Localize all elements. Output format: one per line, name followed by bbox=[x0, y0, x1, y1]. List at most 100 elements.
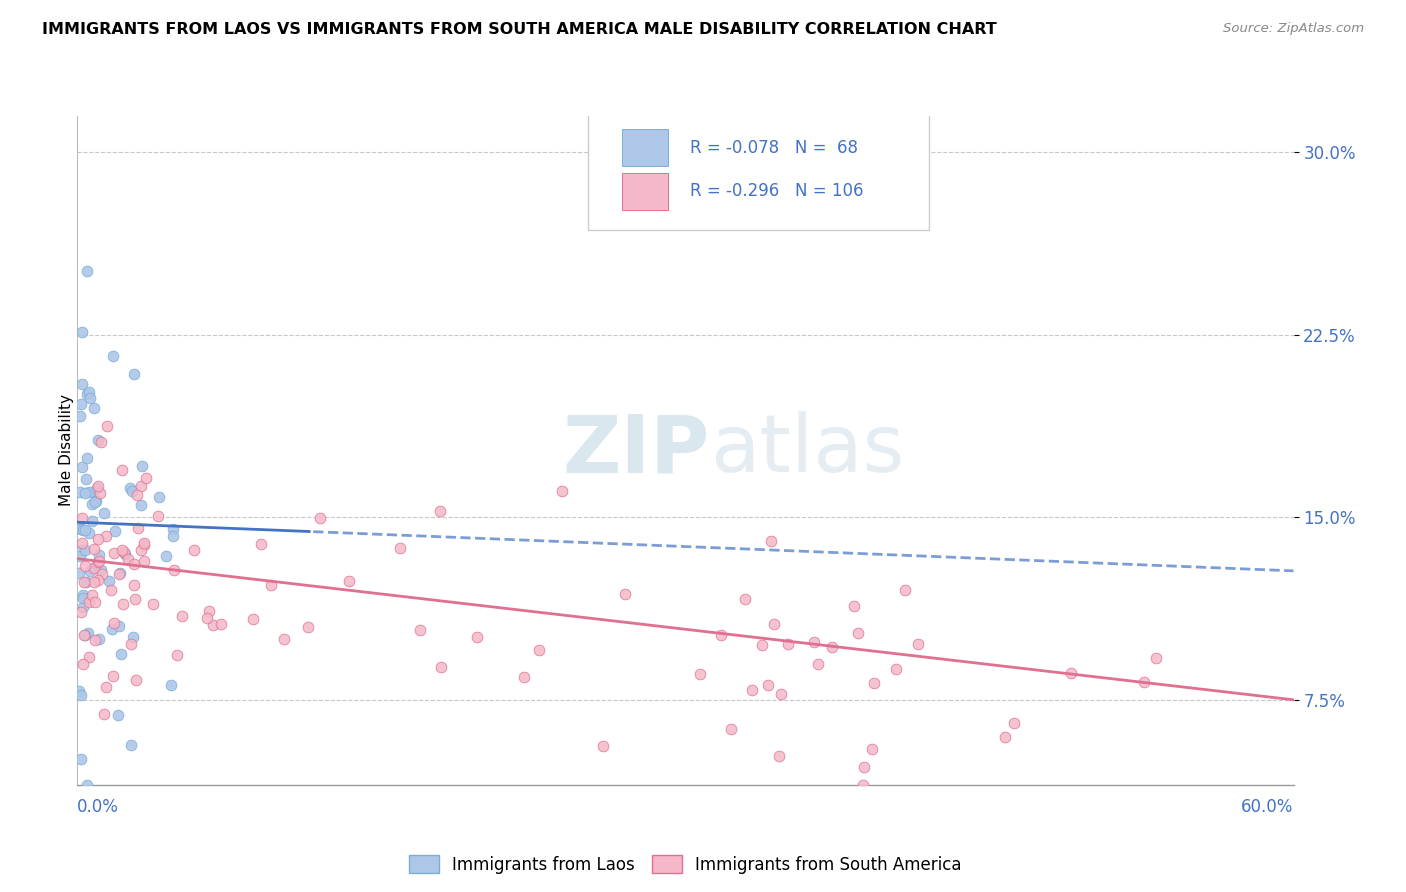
Point bbox=[67, 566, 90, 581]
Point bbox=[79, 564, 101, 578]
Point bbox=[75, 523, 97, 537]
Point bbox=[155, 549, 177, 564]
Point bbox=[527, 643, 550, 657]
Point bbox=[86, 494, 108, 508]
Text: 60.0%: 60.0% bbox=[1241, 798, 1294, 816]
Point bbox=[166, 648, 188, 663]
Point bbox=[862, 676, 884, 690]
Point bbox=[79, 385, 101, 400]
Point bbox=[70, 536, 93, 550]
Point bbox=[513, 670, 536, 684]
Point bbox=[103, 547, 125, 561]
Bar bbox=[623, 173, 668, 210]
Point bbox=[614, 587, 637, 601]
Point bbox=[79, 391, 101, 405]
Point bbox=[389, 541, 412, 556]
Point bbox=[907, 637, 929, 651]
Point bbox=[121, 484, 143, 499]
Point bbox=[72, 591, 94, 605]
Text: R = -0.078   N =  68: R = -0.078 N = 68 bbox=[690, 139, 858, 157]
Point bbox=[84, 559, 107, 574]
Point bbox=[162, 522, 184, 536]
Point bbox=[75, 472, 97, 486]
Point bbox=[120, 739, 142, 753]
Point bbox=[90, 434, 112, 449]
Point bbox=[77, 595, 100, 609]
Point bbox=[77, 649, 100, 664]
Point bbox=[76, 264, 98, 278]
Point bbox=[768, 749, 790, 764]
Point bbox=[101, 669, 124, 683]
Point bbox=[592, 739, 614, 753]
Point bbox=[108, 566, 131, 581]
Point bbox=[117, 552, 139, 566]
Point bbox=[132, 536, 155, 550]
Point bbox=[70, 689, 93, 703]
Point bbox=[86, 433, 108, 447]
Point bbox=[429, 504, 451, 518]
Point bbox=[430, 660, 453, 674]
Point bbox=[84, 595, 107, 609]
Point bbox=[110, 647, 132, 661]
Point bbox=[83, 561, 105, 575]
Point bbox=[211, 616, 233, 631]
Point bbox=[148, 509, 170, 524]
Point bbox=[73, 628, 96, 642]
Point bbox=[108, 619, 131, 633]
Point bbox=[80, 588, 103, 602]
Point bbox=[309, 511, 332, 525]
Point bbox=[77, 626, 100, 640]
Point bbox=[94, 529, 117, 543]
Point bbox=[100, 582, 122, 597]
Text: atlas: atlas bbox=[710, 411, 904, 490]
Point bbox=[339, 574, 361, 589]
Point bbox=[73, 543, 96, 558]
Point bbox=[72, 599, 94, 614]
Point bbox=[172, 609, 194, 624]
Point bbox=[853, 759, 876, 773]
Point bbox=[894, 582, 917, 597]
Point bbox=[273, 632, 295, 646]
Point bbox=[73, 628, 96, 642]
Point bbox=[82, 514, 104, 528]
Point bbox=[72, 523, 94, 537]
Point bbox=[842, 599, 865, 614]
Legend: Immigrants from Laos, Immigrants from South America: Immigrants from Laos, Immigrants from So… bbox=[402, 849, 969, 880]
Point bbox=[89, 549, 111, 563]
Point bbox=[108, 566, 131, 580]
Point bbox=[77, 525, 100, 540]
Point bbox=[242, 612, 264, 626]
Point bbox=[69, 484, 91, 499]
Point bbox=[69, 543, 91, 558]
Point bbox=[70, 397, 93, 411]
Point bbox=[1133, 674, 1156, 689]
Point bbox=[821, 640, 844, 655]
Point bbox=[751, 638, 773, 652]
Point bbox=[118, 481, 141, 495]
Point bbox=[75, 575, 97, 590]
Point bbox=[134, 554, 156, 568]
Text: ZIP: ZIP bbox=[562, 411, 710, 490]
Point bbox=[884, 662, 907, 676]
Point bbox=[87, 479, 110, 493]
Point bbox=[689, 666, 711, 681]
Point bbox=[96, 419, 118, 434]
Point bbox=[183, 543, 205, 558]
Point bbox=[93, 506, 115, 520]
Point bbox=[120, 637, 142, 651]
Point bbox=[84, 632, 107, 647]
Point bbox=[97, 574, 120, 588]
Point bbox=[111, 543, 134, 558]
Point bbox=[75, 485, 97, 500]
FancyBboxPatch shape bbox=[588, 112, 929, 230]
Point bbox=[129, 543, 152, 558]
Point bbox=[159, 677, 181, 691]
Point bbox=[70, 605, 93, 619]
Point bbox=[83, 542, 105, 557]
Point bbox=[76, 778, 98, 792]
Point bbox=[76, 450, 98, 465]
Point bbox=[84, 495, 107, 509]
Point bbox=[67, 683, 90, 698]
Bar bbox=[623, 129, 668, 166]
Point bbox=[759, 534, 782, 549]
